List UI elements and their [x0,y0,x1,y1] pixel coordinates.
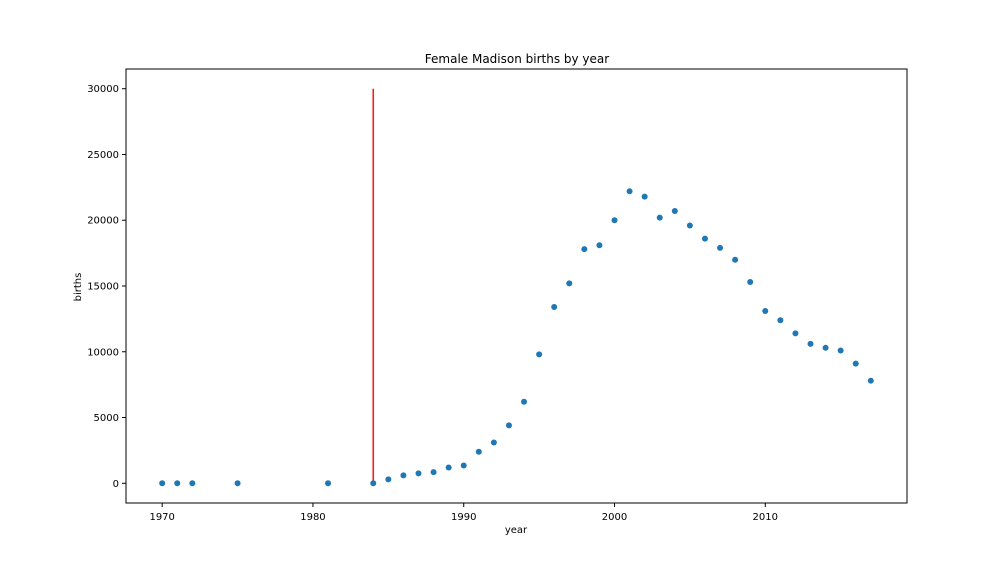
data-point [475,448,482,455]
data-point [581,246,588,253]
data-point [234,480,241,487]
data-point [430,469,437,476]
data-point [822,344,829,351]
data-point [717,244,724,251]
data-point [626,188,633,195]
data-point [777,317,784,324]
data-point [641,193,648,200]
y-axis-label: births [73,273,84,302]
data-point [732,256,739,263]
data-point [460,462,467,469]
data-point [189,480,196,487]
data-point [385,476,392,483]
plot-area [125,68,908,504]
x-tick-label: 1970 [149,512,174,523]
data-point [852,360,859,367]
x-tick-label: 2000 [602,512,627,523]
data-point [536,351,543,358]
data-point [370,480,377,487]
x-axis: 1970 1980 1990 2000 2010 [149,503,778,523]
data-point [325,480,332,487]
x-tick-label: 1990 [451,512,476,523]
data-point [701,235,708,242]
y-tick-label: 25000 [87,150,119,161]
data-point [611,217,618,224]
x-axis-label: year [505,525,528,536]
y-axis: 0 5000 10000 15000 20000 25000 30000 [87,84,126,490]
data-point [837,347,844,354]
data-point [762,307,769,314]
data-point [807,340,814,347]
data-point [566,280,573,287]
data-point [656,214,663,221]
data-point [445,464,452,471]
data-point [521,398,528,405]
y-tick-label: 20000 [87,216,119,227]
data-point [551,304,558,311]
data-point [415,470,422,477]
y-tick-label: 10000 [87,347,119,358]
chart-title: Female Madison births by year [425,52,610,66]
data-point [174,480,181,487]
y-tick-label: 0 [113,479,119,490]
data-point [400,472,407,479]
data-point [686,222,693,229]
data-point [596,242,603,249]
x-tick-label: 1980 [300,512,325,523]
data-point [671,208,678,215]
x-tick-label: 2010 [753,512,778,523]
data-point [747,279,754,286]
data-point [505,422,512,429]
y-tick-label: 15000 [87,282,119,293]
y-tick-label: 30000 [87,84,119,95]
data-point [490,439,497,446]
data-point [159,480,166,487]
y-tick-label: 5000 [94,413,119,424]
data-point [867,377,874,384]
data-points [159,188,874,487]
data-point [792,330,799,337]
